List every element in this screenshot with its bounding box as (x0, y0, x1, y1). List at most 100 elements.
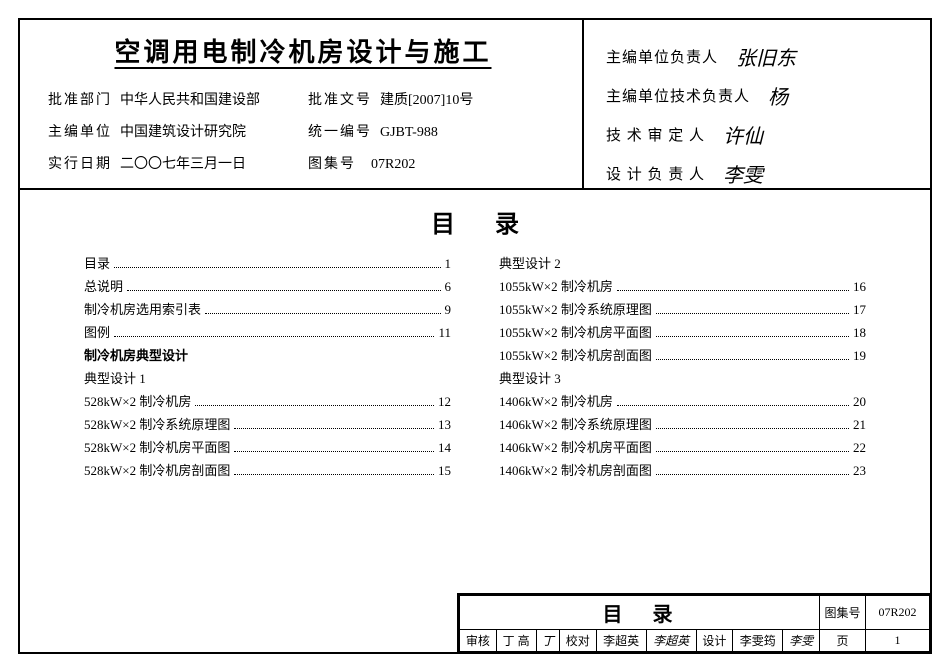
toc-leader-dots (656, 428, 849, 429)
toc-page: 17 (853, 302, 866, 318)
footer-proof-k: 校对 (559, 630, 596, 652)
meta-unified-no: 统一编号GJBT-988 (308, 121, 548, 141)
toc-label: 1406kW×2 制冷机房剖面图 (499, 460, 652, 479)
toc-leader-dots (114, 267, 440, 268)
toc-label: 528kW×2 制冷机房平面图 (84, 437, 230, 456)
toc-label: 1055kW×2 制冷机房剖面图 (499, 345, 652, 364)
header-right: 主编单位负责人张旧东 主编单位技术负责人杨 技 术 审 定 人许仙 设 计 负 … (584, 20, 930, 188)
toc-label: 1055kW×2 制冷系统原理图 (499, 299, 652, 318)
signer-row: 主编单位技术负责人杨 (606, 81, 914, 110)
toc-leader-dots (205, 313, 440, 314)
toc-leader-dots (234, 428, 434, 429)
toc-leader-dots (617, 290, 849, 291)
toc-row: 528kW×2 制冷机房 12 (84, 391, 451, 410)
toc-label: 528kW×2 制冷机房剖面图 (84, 460, 230, 479)
toc-row: 1055kW×2 制冷机房剖面图19 (499, 345, 866, 364)
toc-page: 12 (438, 394, 451, 410)
toc-label: 典型设计 2 (499, 253, 561, 272)
toc-row: 典型设计 1 (84, 368, 451, 387)
doc-title: 空调用电制冷机房设计与施工 (48, 32, 558, 69)
header-left: 空调用电制冷机房设计与施工 批准部门中华人民共和国建设部 批准文号建质[2007… (20, 20, 584, 188)
toc-row: 制冷机房典型设计 (84, 345, 451, 364)
toc-label: 制冷机房典型设计 (84, 345, 188, 364)
toc-row: 528kW×2 制冷系统原理图 13 (84, 414, 451, 433)
signature: 李雯 (723, 159, 763, 188)
toc-row: 典型设计 3 (499, 368, 866, 387)
toc-leader-dots (656, 313, 849, 314)
toc-leader-dots (195, 405, 434, 406)
meta-effective-date: 实行日期二〇〇七年三月一日 (48, 153, 308, 173)
toc-page: 18 (853, 325, 866, 341)
toc-leader-dots (234, 474, 434, 475)
toc-row: 1406kW×2 制冷系统原理图 21 (499, 414, 866, 433)
toc-page: 13 (438, 417, 451, 433)
toc-title: 目录 (20, 190, 930, 249)
toc-row: 1406kW×2 制冷机房20 (499, 391, 866, 410)
toc-row: 典型设计 2 (499, 253, 866, 272)
toc-page: 22 (853, 440, 866, 456)
toc-leader-dots (656, 336, 849, 337)
meta-grid: 批准部门中华人民共和国建设部 批准文号建质[2007]10号 主编单位中国建筑设… (48, 89, 558, 173)
toc-row: 总说明6 (84, 276, 451, 295)
footer-proof-v: 李超英 (596, 630, 646, 652)
toc-label: 1406kW×2 制冷机房平面图 (499, 437, 652, 456)
toc-row: 1055kW×2 制冷机房平面图18 (499, 322, 866, 341)
toc-leader-dots (234, 451, 434, 452)
signer-row: 主编单位负责人张旧东 (606, 42, 914, 71)
toc-leader-dots (617, 405, 849, 406)
toc-row: 1406kW×2 制冷机房剖面图23 (499, 460, 866, 479)
toc-page: 14 (438, 440, 451, 456)
footer-code-val: 07R202 (866, 596, 930, 630)
footer-design-v: 李雯筠 (733, 630, 783, 652)
toc-label: 1055kW×2 制冷机房 (499, 276, 613, 295)
toc-leader-dots (127, 290, 440, 291)
toc-page: 11 (438, 325, 451, 341)
toc-leader-dots (656, 451, 849, 452)
signer-row: 设 计 负 责 人李雯 (606, 159, 914, 188)
toc-label: 1406kW×2 制冷系统原理图 (499, 414, 652, 433)
meta-approve-no: 批准文号建质[2007]10号 (308, 89, 548, 109)
toc-label: 制冷机房选用索引表 (84, 299, 201, 318)
toc-row: 制冷机房选用索引表 9 (84, 299, 451, 318)
toc-row: 1055kW×2 制冷系统原理图 17 (499, 299, 866, 318)
toc-page: 21 (853, 417, 866, 433)
footer-page-k: 页 (820, 630, 866, 652)
meta-approve-dept: 批准部门中华人民共和国建设部 (48, 89, 308, 109)
toc-label: 典型设计 3 (499, 368, 561, 387)
toc-row: 528kW×2 制冷机房剖面图15 (84, 460, 451, 479)
toc-page: 20 (853, 394, 866, 410)
meta-editor-org: 主编单位中国建筑设计研究院 (48, 121, 308, 141)
toc-row: 图例 11 (84, 322, 451, 341)
toc-page: 6 (445, 279, 452, 295)
toc-row: 528kW×2 制冷机房平面图 14 (84, 437, 451, 456)
signer-row: 技 术 审 定 人许仙 (606, 120, 914, 149)
drawing-frame: 空调用电制冷机房设计与施工 批准部门中华人民共和国建设部 批准文号建质[2007… (18, 18, 932, 654)
toc-leader-dots (656, 474, 849, 475)
header: 空调用电制冷机房设计与施工 批准部门中华人民共和国建设部 批准文号建质[2007… (20, 20, 930, 190)
title-block: 目录 图集号 07R202 审核 丁 高 丁 校对 李超英 李超英 设计 李雯筠… (457, 593, 932, 654)
toc-label: 目录 (84, 253, 110, 272)
toc-page: 16 (853, 279, 866, 295)
toc-col-left: 目录 1 总说明6 制冷机房选用索引表 9 图例 11 制冷机房典型设计典型设计 1 528kW… (60, 249, 475, 483)
signature: 许仙 (723, 120, 763, 149)
footer-title: 目录 (460, 596, 820, 630)
footer-page-v: 1 (866, 630, 930, 652)
toc-label: 528kW×2 制冷系统原理图 (84, 414, 230, 433)
toc-row: 1406kW×2 制冷机房平面图 22 (499, 437, 866, 456)
footer-check-sig: 丁 (536, 630, 559, 652)
footer-check-v: 丁 高 (496, 630, 536, 652)
footer-proof-sig: 李超英 (646, 630, 696, 652)
signature: 张旧东 (736, 42, 796, 71)
footer-check-k: 审核 (460, 630, 497, 652)
toc-body: 目录 1 总说明6 制冷机房选用索引表 9 图例 11 制冷机房典型设计典型设计 1 528kW… (20, 249, 930, 483)
toc-label: 528kW×2 制冷机房 (84, 391, 191, 410)
toc-leader-dots (656, 359, 849, 360)
toc-row: 1055kW×2 制冷机房 16 (499, 276, 866, 295)
toc-leader-dots (114, 336, 434, 337)
toc-col-right: 典型设计 21055kW×2 制冷机房161055kW×2 制冷系统原理图171… (475, 249, 890, 483)
toc-page: 9 (445, 302, 452, 318)
meta-atlas-no: 图集号 07R202 (308, 153, 548, 173)
footer-design-k: 设计 (696, 630, 733, 652)
toc-label: 图例 (84, 322, 110, 341)
toc-page: 1 (445, 256, 452, 272)
